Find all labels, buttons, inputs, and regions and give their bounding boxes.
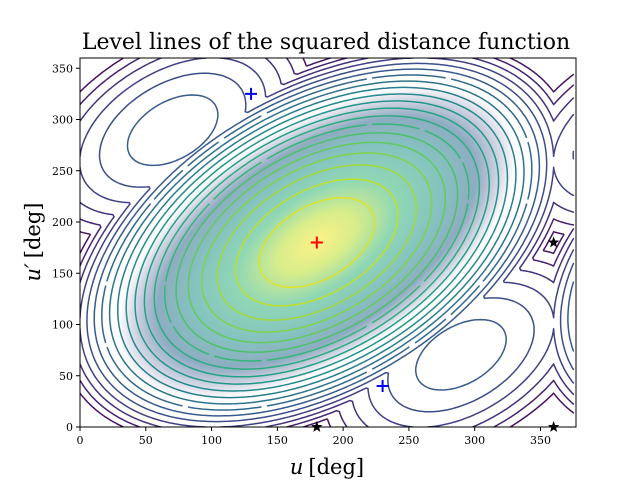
contour-level-9 <box>143 107 490 378</box>
x-tick-label: 150 <box>267 434 288 447</box>
y-tick-label: 100 <box>52 319 73 332</box>
contour-lines <box>80 58 575 427</box>
y-tick-label: 300 <box>52 114 73 127</box>
y-tick-label: 350 <box>52 62 73 75</box>
contour-level-19 <box>80 58 575 427</box>
y-tick-label: 250 <box>52 165 73 178</box>
contour-level-14 <box>101 74 533 411</box>
plot-frame <box>79 57 577 428</box>
x-tick-label: 100 <box>201 434 222 447</box>
x-tick-label: 250 <box>398 434 419 447</box>
contour-level-6 <box>175 132 459 353</box>
x-axis-label: u [deg] <box>290 455 364 479</box>
y-axis-ticks: 0 50 100 150 200 250 300 350 <box>52 62 80 434</box>
y-axis-variable: u′ <box>21 263 45 282</box>
contour-level-2 <box>234 178 399 307</box>
blue-plus-1-marker <box>245 87 258 100</box>
contour-level-17 <box>80 58 575 427</box>
contour-level-11 <box>125 93 509 392</box>
x-axis-variable: u <box>290 455 304 479</box>
y-tick-label: 0 <box>66 421 73 434</box>
y-axis-label: u′ [deg] <box>21 203 45 282</box>
star-3-marker <box>311 421 323 432</box>
contour-level-12 <box>117 86 517 399</box>
y-axis-unit: [deg] <box>21 203 45 259</box>
marker-layer <box>245 87 560 432</box>
contour-level-13 <box>108 80 525 405</box>
contour-level-7 <box>164 123 470 362</box>
x-tick-label: 200 <box>333 434 354 447</box>
contour-level-18 <box>80 58 575 427</box>
red-plus-marker <box>310 236 323 249</box>
contour-level-15 <box>93 68 575 417</box>
y-tick-label: 200 <box>52 216 73 229</box>
contour-level-10 <box>134 100 500 385</box>
contour-level-4 <box>201 152 433 333</box>
blue-plus-2-marker <box>376 380 389 392</box>
x-tick-label: 0 <box>77 434 84 447</box>
contour-level-20 <box>80 58 575 427</box>
y-tick-label: 50 <box>59 370 73 383</box>
contour-level-5 <box>187 141 447 344</box>
x-axis-unit: [deg] <box>308 455 364 479</box>
x-axis-ticks: 0 50 100 150 200 250 300 350 <box>77 427 551 447</box>
contour-level-16 <box>86 62 575 423</box>
y-tick-label: 150 <box>52 267 73 280</box>
contour-level-8 <box>153 115 481 370</box>
x-tick-label: 350 <box>530 434 551 447</box>
star-1-marker <box>547 236 560 248</box>
star-2-marker <box>547 421 560 432</box>
contour-level-1 <box>258 197 375 288</box>
chart-title: Level lines of the squared distance func… <box>82 30 570 55</box>
x-tick-label: 300 <box>464 434 485 447</box>
contour-level-3 <box>216 164 418 321</box>
x-tick-label: 50 <box>139 434 153 447</box>
